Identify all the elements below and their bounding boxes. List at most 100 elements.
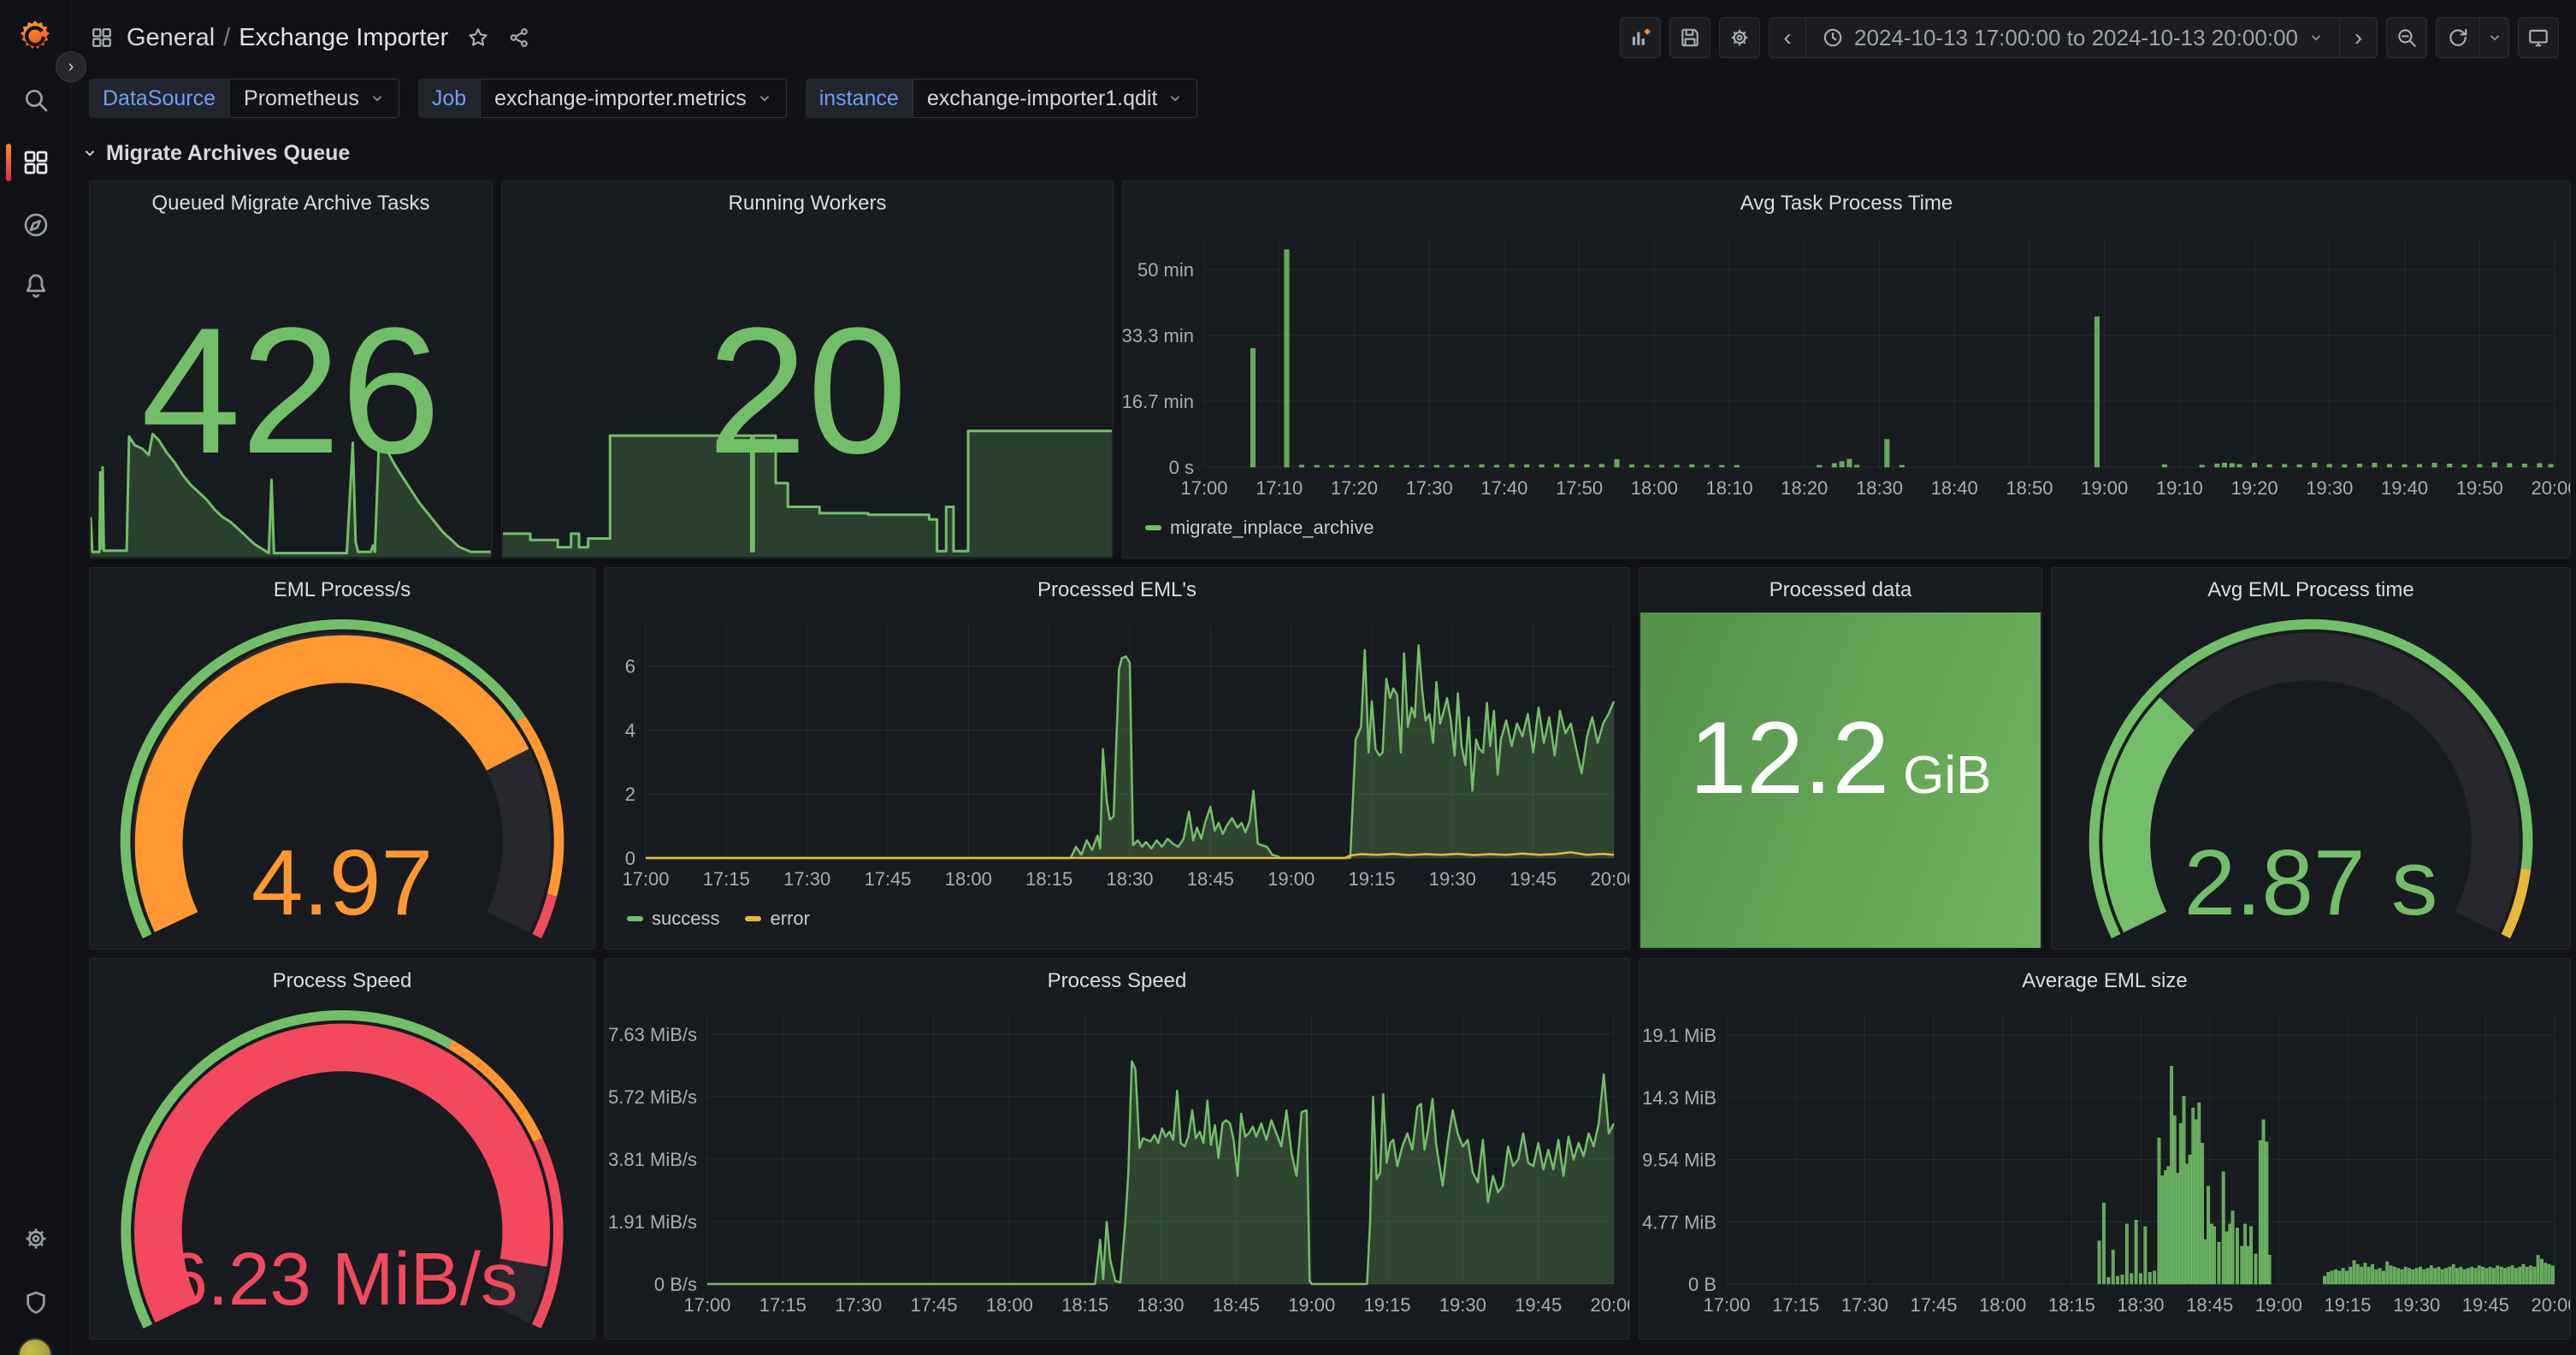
- svg-text:0 B/s: 0 B/s: [654, 1274, 697, 1295]
- svg-text:18:20: 18:20: [1781, 477, 1828, 499]
- legend-item[interactable]: migrate_inplace_archive: [1145, 517, 1374, 539]
- process-speed-chart[interactable]: 17:0017:1517:3017:4518:0018:1518:3018:45…: [605, 1003, 1629, 1322]
- svg-text:17:15: 17:15: [703, 868, 750, 890]
- configuration-gear-icon[interactable]: [22, 1225, 50, 1252]
- svg-text:4.77 MiB: 4.77 MiB: [1642, 1211, 1716, 1233]
- breadcrumb[interactable]: General/Exchange Importer: [127, 24, 448, 52]
- svg-text:17:40: 17:40: [1480, 477, 1527, 499]
- svg-text:18:30: 18:30: [1137, 1294, 1184, 1316]
- process-speed-gauge[interactable]: 6.23 MiB/s: [97, 1005, 588, 1330]
- legend-swatch: [1145, 525, 1161, 530]
- variable-value-dropdown[interactable]: exchange-importer.metrics: [480, 79, 787, 118]
- panel-avg-task-process-time: Avg Task Process Time 17:0017:1017:2017:…: [1122, 180, 2571, 559]
- legend-swatch: [627, 916, 643, 921]
- share-button[interactable]: [508, 27, 530, 49]
- svg-text:17:45: 17:45: [910, 1294, 957, 1316]
- svg-text:6: 6: [625, 656, 635, 678]
- svg-text:18:00: 18:00: [945, 868, 992, 890]
- svg-text:18:30: 18:30: [1106, 868, 1153, 890]
- variable-job: Job exchange-importer.metrics: [418, 79, 787, 118]
- svg-text:17:30: 17:30: [835, 1294, 882, 1316]
- processed-emls-chart[interactable]: 17:0017:1517:3017:4518:0018:1518:3018:45…: [605, 612, 1629, 896]
- svg-text:18:10: 18:10: [1706, 477, 1753, 499]
- panel-title[interactable]: EML Process/s: [90, 568, 594, 612]
- legend-swatch: [745, 916, 761, 921]
- eml-process-gauge[interactable]: 4.97: [97, 614, 588, 940]
- svg-text:0 B: 0 B: [1688, 1274, 1716, 1295]
- search-icon[interactable]: [22, 86, 50, 114]
- refresh-button[interactable]: [2436, 17, 2480, 58]
- panel-title[interactable]: Process Speed: [605, 959, 1629, 1003]
- stat-sparkline[interactable]: [503, 394, 1112, 557]
- svg-text:17:30: 17:30: [1841, 1294, 1888, 1316]
- dashboards-icon[interactable]: [22, 149, 50, 176]
- toolbar: ‹ 2024-10-13 17:00:00 to 2024-10-13 20:0…: [1620, 17, 2559, 58]
- variable-label: DataSource: [89, 79, 229, 118]
- svg-text:20:00: 20:00: [2531, 1294, 2570, 1316]
- favorite-star-button[interactable]: [467, 27, 489, 49]
- svg-text:50 min: 50 min: [1137, 259, 1194, 281]
- server-admin-shield-icon[interactable]: [22, 1289, 50, 1317]
- time-range-picker[interactable]: 2024-10-13 17:00:00 to 2024-10-13 20:00:…: [1806, 17, 2340, 58]
- save-dashboard-button[interactable]: [1669, 17, 1710, 58]
- avg-task-chart[interactable]: 17:0017:1017:2017:3017:4017:5018:0018:10…: [1123, 226, 2570, 505]
- svg-text:17:45: 17:45: [1910, 1294, 1957, 1316]
- panel-title[interactable]: Running Workers: [502, 181, 1113, 226]
- variable-value: Prometheus: [244, 86, 359, 111]
- time-range-back-button[interactable]: ‹: [1769, 17, 1806, 58]
- svg-text:18:15: 18:15: [2048, 1294, 2095, 1316]
- user-avatar[interactable]: [18, 1338, 52, 1355]
- grafana-logo-icon[interactable]: [17, 19, 53, 55]
- breadcrumb-dashboard[interactable]: Exchange Importer: [239, 24, 448, 51]
- stat-sparkline[interactable]: [91, 429, 491, 557]
- svg-text:7.63 MiB/s: 7.63 MiB/s: [608, 1024, 697, 1045]
- legend-label: migrate_inplace_archive: [1170, 517, 1374, 539]
- explore-compass-icon[interactable]: [22, 211, 50, 239]
- time-range-text: 2024-10-13 17:00:00 to 2024-10-13 20:00:…: [1854, 25, 2298, 51]
- svg-text:17:15: 17:15: [759, 1294, 806, 1316]
- zoom-out-button[interactable]: [2386, 17, 2427, 58]
- svg-text:18:15: 18:15: [1025, 868, 1072, 890]
- svg-text:18:00: 18:00: [1631, 477, 1678, 499]
- active-nav-indicator: [6, 144, 11, 181]
- legend-label: error: [770, 908, 809, 930]
- alerting-bell-icon[interactable]: [22, 272, 50, 299]
- cycle-view-mode-button[interactable]: [2518, 17, 2559, 58]
- panel-title[interactable]: Queued Migrate Archive Tasks: [90, 181, 492, 226]
- svg-text:18:45: 18:45: [2186, 1294, 2233, 1316]
- svg-text:9.54 MiB: 9.54 MiB: [1642, 1150, 1716, 1171]
- svg-text:18:45: 18:45: [1213, 1294, 1260, 1316]
- legend: migrate_inplace_archive: [1145, 517, 1374, 539]
- average-eml-size-chart[interactable]: 17:0017:1517:3017:4518:0018:1518:3018:45…: [1640, 1003, 2570, 1322]
- panel-avg-eml-process-time: Avg EML Process time 2.87 s: [2051, 567, 2571, 950]
- panel-title[interactable]: Avg EML Process time: [2052, 568, 2570, 612]
- panel-title[interactable]: Avg Task Process Time: [1123, 181, 2570, 226]
- refresh-interval-dropdown[interactable]: [2480, 17, 2509, 58]
- svg-text:2: 2: [625, 784, 635, 805]
- svg-text:19:00: 19:00: [2081, 477, 2128, 499]
- svg-text:4.97: 4.97: [251, 831, 433, 935]
- panel-title[interactable]: Processed data: [1640, 568, 2041, 612]
- time-range-forward-button[interactable]: ›: [2340, 17, 2378, 58]
- svg-text:19:30: 19:30: [2306, 477, 2353, 499]
- svg-text:18:30: 18:30: [1856, 477, 1903, 499]
- panel-title[interactable]: Process Speed: [90, 959, 594, 1003]
- breadcrumb-folder[interactable]: General: [127, 24, 215, 51]
- header: General/Exchange Importer ‹ 2024-10-13 1…: [72, 0, 2576, 75]
- panel-title[interactable]: Processed EML's: [605, 568, 1629, 612]
- svg-text:17:00: 17:00: [683, 1294, 730, 1316]
- dashboard-settings-button[interactable]: [1719, 17, 1760, 58]
- sidebar-expand-button[interactable]: ›: [56, 51, 86, 82]
- svg-text:19:45: 19:45: [2462, 1294, 2509, 1316]
- avg-eml-time-gauge[interactable]: 2.87 s: [2059, 614, 2563, 940]
- legend-item[interactable]: error: [745, 908, 809, 930]
- variable-value-dropdown[interactable]: Prometheus: [229, 79, 399, 118]
- row-migrate-archives-queue[interactable]: Migrate Archives Queue: [82, 137, 350, 169]
- variable-value-dropdown[interactable]: exchange-importer1.qdit: [913, 79, 1198, 118]
- add-panel-button[interactable]: [1620, 17, 1661, 58]
- svg-text:19:30: 19:30: [1439, 1294, 1486, 1316]
- panel-title[interactable]: Average EML size: [1640, 959, 2570, 1003]
- legend: success error: [627, 908, 810, 930]
- legend-item[interactable]: success: [627, 908, 719, 930]
- legend-label: success: [652, 908, 719, 930]
